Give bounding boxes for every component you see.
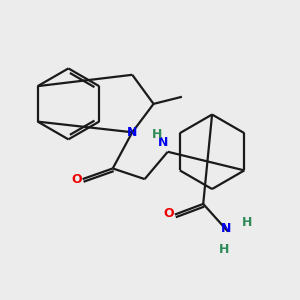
Text: H: H <box>242 216 253 229</box>
Text: N: N <box>127 126 137 139</box>
Text: H: H <box>152 128 162 140</box>
Text: N: N <box>158 136 168 149</box>
Text: O: O <box>163 207 174 220</box>
Text: N: N <box>221 222 232 235</box>
Text: H: H <box>219 243 230 256</box>
Text: O: O <box>71 172 82 186</box>
